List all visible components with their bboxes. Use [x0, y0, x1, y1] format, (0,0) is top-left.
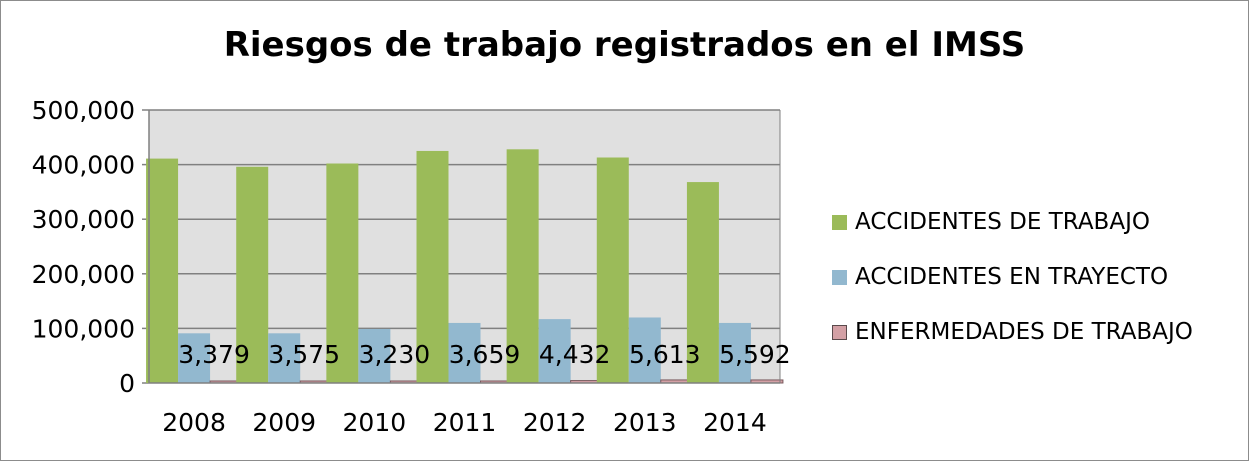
- legend-label-accidentes-en-trayecto: ACCIDENTES EN TRAYECTO: [855, 264, 1169, 290]
- x-tick-label-2014: 2014: [703, 408, 767, 437]
- x-tick-label-2013: 2013: [613, 408, 677, 437]
- bar-accidentes-de-trabajo-2010: [326, 163, 359, 383]
- x-tick-label-2011: 2011: [433, 408, 497, 437]
- legend-swatch-accidentes-en-trayecto: [832, 269, 847, 285]
- x-tick-label-2009: 2009: [252, 408, 316, 437]
- bar-accidentes-de-trabajo-2013: [596, 157, 629, 383]
- bar-accidentes-de-trabajo-2011: [416, 150, 449, 383]
- y-tick-label: 400,000: [32, 151, 135, 180]
- x-tick-label-2012: 2012: [523, 408, 587, 437]
- legend-label-accidentes-de-trabajo: ACCIDENTES DE TRABAJO: [855, 209, 1150, 235]
- bar-accidentes-de-trabajo-2008: [146, 158, 179, 383]
- x-tick-label-2008: 2008: [162, 408, 226, 437]
- x-tick-label-2010: 2010: [343, 408, 407, 437]
- y-tick-label: 100,000: [32, 314, 135, 343]
- legend-label-enfermedades-de-trabajo: ENFERMEDADES DE TRABAJO: [855, 319, 1193, 345]
- bar-accidentes-en-trayecto-2010: [358, 328, 391, 383]
- bar-accidentes-en-trayecto-2012: [538, 319, 571, 383]
- legend-item-accidentes-en-trayecto: ACCIDENTES EN TRAYECTO: [832, 263, 1193, 291]
- bar-accidentes-en-trayecto-2009: [268, 333, 301, 383]
- chart-legend: ACCIDENTES DE TRABAJO ACCIDENTES EN TRAY…: [832, 208, 1193, 373]
- legend-item-accidentes-de-trabajo: ACCIDENTES DE TRABAJO: [832, 208, 1193, 236]
- y-tick-label: 0: [119, 369, 135, 398]
- bar-accidentes-en-trayecto-2008: [178, 333, 211, 383]
- bar-accidentes-en-trayecto-2014: [718, 322, 751, 383]
- data-label-2009: 3,575: [268, 340, 340, 369]
- bar-accidentes-de-trabajo-2012: [506, 149, 539, 383]
- legend-swatch-enfermedades-de-trabajo: [832, 324, 847, 340]
- y-tick-label: 200,000: [32, 260, 135, 289]
- bar-accidentes-de-trabajo-2014: [686, 182, 719, 383]
- data-label-2008: 3,379: [178, 340, 250, 369]
- data-label-2012: 4,432: [539, 340, 611, 369]
- bar-accidentes-de-trabajo-2009: [236, 166, 269, 383]
- y-tick-label: 300,000: [32, 205, 135, 234]
- data-label-2011: 3,659: [449, 340, 521, 369]
- data-label-2010: 3,230: [359, 340, 431, 369]
- bar-accidentes-en-trayecto-2011: [448, 322, 481, 383]
- chart-title: Riesgos de trabajo registrados en el IMS…: [223, 25, 1026, 65]
- legend-item-enfermedades-de-trabajo: ENFERMEDADES DE TRABAJO: [832, 318, 1193, 346]
- y-tick-label: 500,000: [32, 96, 135, 125]
- legend-swatch-accidentes-de-trabajo: [832, 214, 847, 230]
- data-label-2013: 5,613: [629, 340, 701, 369]
- data-label-2014: 5,592: [719, 340, 791, 369]
- bar-accidentes-en-trayecto-2013: [628, 317, 661, 383]
